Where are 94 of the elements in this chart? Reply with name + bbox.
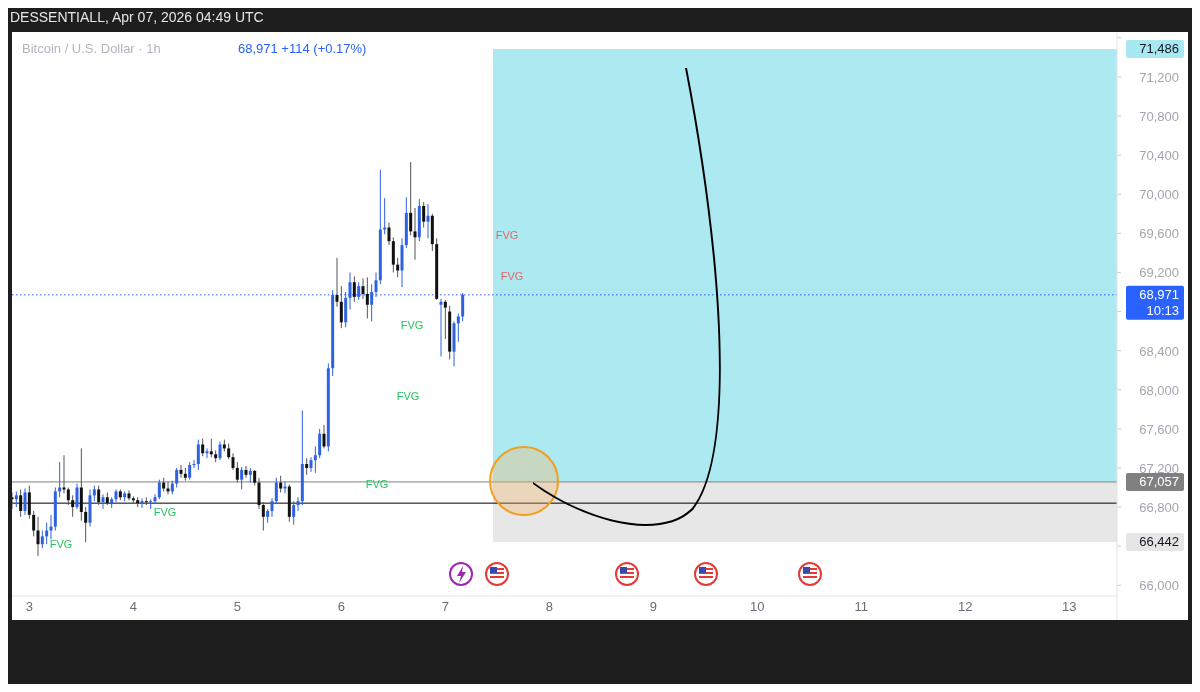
band-label: 71,486 (1139, 41, 1179, 57)
candlestick (97, 485, 101, 506)
y-tick-label: 67,600 (1139, 421, 1179, 437)
candlestick (261, 501, 265, 532)
y-tick-label: 71,200 (1139, 69, 1179, 85)
candlestick (240, 466, 244, 490)
candlestick (296, 496, 300, 512)
candlestick (413, 207, 417, 261)
x-tick-label: 9 (649, 599, 657, 614)
y-tick-label: 68,000 (1139, 382, 1179, 398)
candlestick (205, 447, 209, 459)
candlestick (179, 464, 183, 479)
candlestick (36, 516, 40, 557)
y-tick-label: 70,400 (1139, 148, 1179, 164)
candlestick (335, 257, 339, 308)
candlestick (257, 477, 261, 510)
text: 68,971 +114 (+0.17%) (238, 41, 367, 56)
y-tick-label: 70,800 (1139, 109, 1179, 125)
candlestick (422, 201, 426, 229)
candlestick (374, 271, 378, 298)
candlestick (140, 497, 144, 509)
candlestick (270, 497, 274, 518)
candlestick (127, 489, 131, 501)
candlestick (387, 222, 391, 246)
candlestick (426, 203, 430, 239)
candlestick (101, 493, 105, 510)
text: DESSENTIALL, Apr 07, 2026 04:49 UTC (10, 9, 264, 25)
candlestick (49, 514, 53, 540)
x-tick-label: 8 (545, 599, 553, 614)
x-tick-label: 11 (854, 599, 869, 614)
candlestick (19, 488, 23, 518)
candlestick (365, 276, 369, 319)
candlestick (339, 285, 343, 329)
candlestick (461, 292, 465, 322)
candlestick (192, 459, 196, 469)
candlestick (235, 461, 239, 484)
y-tick-label: 66,000 (1139, 578, 1179, 594)
annotation: FVG (396, 389, 420, 402)
candlestick (456, 313, 460, 343)
annotation: FVG (400, 318, 424, 331)
x-tick-label: 6 (337, 599, 345, 614)
candlestick (348, 271, 352, 311)
candlestick (84, 506, 88, 543)
candlestick (32, 510, 36, 537)
y-tick-label: 66,800 (1139, 500, 1179, 516)
candlestick (391, 236, 395, 273)
candlestick (75, 483, 79, 510)
ref-line-label: 68,971 10:13 (1139, 286, 1179, 318)
ref-line-label: 67,057 (1139, 473, 1179, 489)
candlestick (209, 438, 213, 458)
candlestick (153, 493, 157, 504)
candlestick (12, 491, 14, 510)
y-tick-label: 67,200 (1139, 460, 1179, 476)
candlestick (218, 441, 222, 461)
y-tick-label: 69,200 (1139, 265, 1179, 281)
candlestick (292, 500, 296, 526)
candlestick (313, 445, 317, 474)
candlestick (443, 299, 447, 340)
candlestick (244, 465, 248, 479)
text: Bitcoin / U.S. Dollar · 1h (22, 41, 161, 56)
x-tick-label: 5 (233, 599, 241, 614)
y-tick-label: 69,600 (1139, 226, 1179, 242)
candlestick (318, 428, 322, 459)
candlestick (309, 456, 313, 473)
candlestick (361, 277, 365, 300)
x-tick-label: 10 (750, 599, 765, 614)
annotation: FVG (153, 505, 177, 518)
band-label: 66,442 (1139, 534, 1179, 550)
x-tick-label: 4 (129, 599, 137, 614)
candlestick (157, 479, 161, 500)
candlestick (27, 485, 31, 520)
y-tick-label: 70,000 (1139, 187, 1179, 203)
annotation: FVG (49, 537, 73, 550)
x-tick-label: 13 (1062, 599, 1077, 614)
candlestick (439, 298, 443, 358)
candlestick (370, 283, 374, 322)
candlestick (175, 467, 179, 489)
annotation: FVG (365, 477, 389, 490)
x-tick-label: 7 (441, 599, 449, 614)
annotation: FVG (495, 228, 519, 241)
candlestick (352, 275, 356, 303)
candlestick (396, 257, 400, 278)
y-tick-label: 68,400 (1139, 343, 1179, 359)
annotation: FVG (500, 269, 524, 282)
candlestick (166, 481, 170, 495)
candlestick (196, 439, 200, 471)
candlestick (274, 477, 278, 505)
candlestick (409, 161, 413, 236)
candlestick (322, 424, 326, 449)
candlestick (23, 487, 27, 516)
x-tick-label: 3 (25, 599, 33, 614)
candlestick (71, 494, 75, 518)
x-tick-label: 12 (958, 599, 973, 614)
candlestick (149, 498, 153, 510)
